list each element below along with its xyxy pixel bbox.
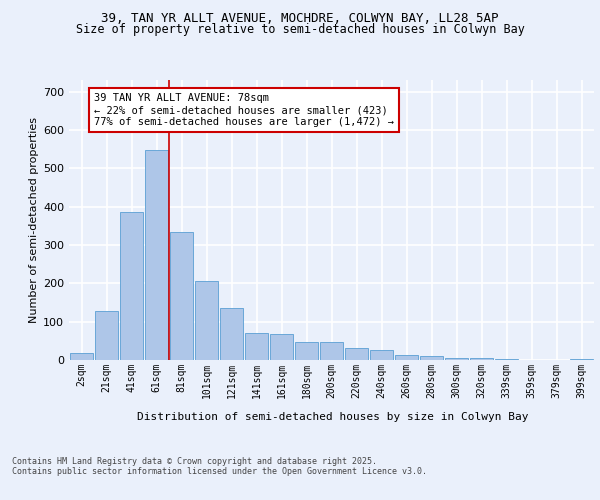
Bar (95, 311, 118, 360)
Bar (120, 212, 143, 360)
Text: 39 TAN YR ALLT AVENUE: 78sqm
← 22% of semi-detached houses are smaller (423)
77%: 39 TAN YR ALLT AVENUE: 78sqm ← 22% of se… (94, 94, 394, 126)
Text: 39, TAN YR ALLT AVENUE, MOCHDRE, COLWYN BAY, LL28 5AP: 39, TAN YR ALLT AVENUE, MOCHDRE, COLWYN … (101, 12, 499, 26)
Text: Contains public sector information licensed under the Open Government Licence v3: Contains public sector information licen… (12, 468, 427, 476)
Bar (345, 348, 368, 360)
Bar (170, 232, 193, 360)
Bar (470, 358, 493, 360)
Bar (395, 356, 418, 360)
Bar (420, 356, 443, 360)
Bar (270, 334, 293, 360)
Y-axis label: Number of semi-detached properties: Number of semi-detached properties (29, 117, 39, 323)
Bar (295, 342, 318, 360)
Text: Distribution of semi-detached houses by size in Colwyn Bay: Distribution of semi-detached houses by … (137, 412, 529, 422)
Bar (195, 282, 218, 360)
Bar (370, 350, 393, 360)
Bar (570, 359, 593, 360)
Bar (70, 353, 93, 360)
Bar (445, 358, 468, 360)
Bar (145, 150, 168, 360)
Bar (495, 359, 518, 360)
Bar (220, 308, 243, 360)
Bar (245, 333, 268, 360)
Text: Size of property relative to semi-detached houses in Colwyn Bay: Size of property relative to semi-detach… (76, 22, 524, 36)
Bar (320, 342, 343, 360)
Text: Contains HM Land Registry data © Crown copyright and database right 2025.: Contains HM Land Registry data © Crown c… (12, 458, 377, 466)
